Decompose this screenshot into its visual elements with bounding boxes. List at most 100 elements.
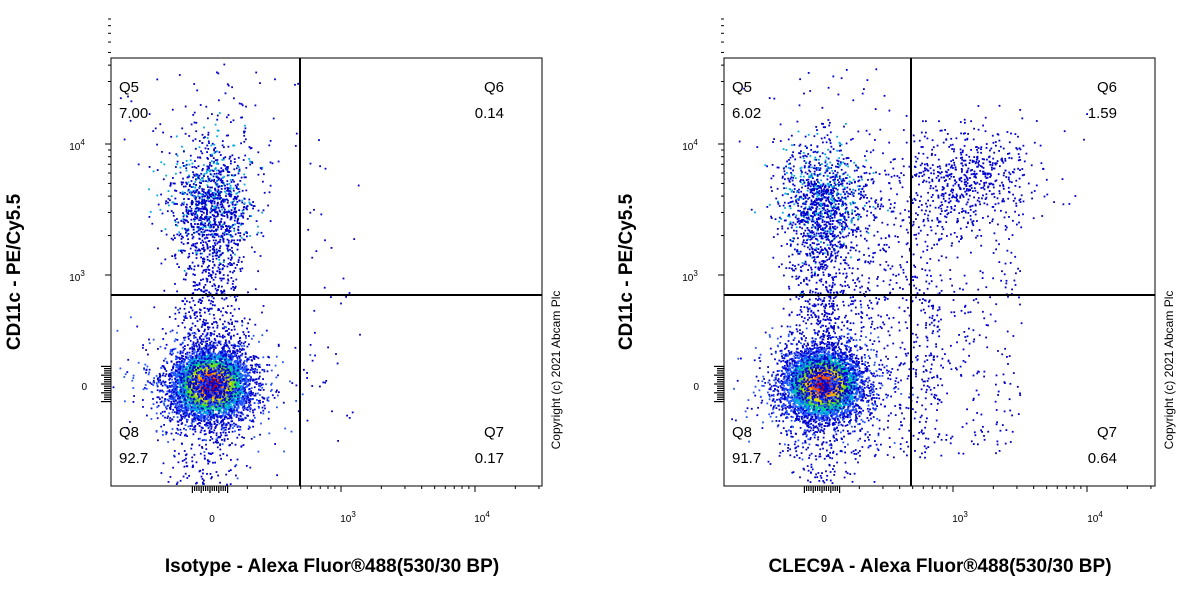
data-point — [203, 433, 206, 436]
data-point — [194, 428, 197, 431]
data-point — [185, 391, 188, 393]
data-point — [196, 338, 199, 341]
data-point — [224, 350, 226, 352]
data-point — [194, 430, 197, 433]
data-point — [255, 356, 258, 358]
data-point — [171, 381, 173, 384]
data-point — [241, 398, 243, 401]
data-point — [244, 377, 246, 380]
data-point — [171, 378, 173, 381]
data-point — [233, 422, 235, 425]
data-point — [221, 356, 224, 359]
data-point — [173, 384, 176, 387]
data-point — [231, 356, 234, 359]
data-point — [236, 358, 239, 361]
data-point — [205, 412, 208, 415]
data-point — [247, 428, 250, 430]
data-point — [226, 408, 228, 411]
data-point — [236, 356, 239, 359]
data-point — [160, 412, 162, 415]
data-point — [235, 416, 238, 418]
data-point — [257, 377, 260, 380]
data-point — [203, 402, 206, 405]
data-point — [225, 413, 228, 415]
data-point — [165, 370, 168, 372]
data-point — [222, 431, 225, 434]
data-point — [250, 366, 253, 369]
data-point — [212, 411, 214, 414]
data-point — [244, 399, 247, 402]
data-point — [277, 374, 279, 377]
data-point — [163, 381, 166, 384]
data-point — [213, 372, 216, 375]
data-point — [253, 372, 256, 374]
data-point — [237, 405, 240, 408]
data-point — [247, 392, 250, 394]
data-point — [234, 379, 237, 382]
data-point — [218, 354, 220, 357]
data-point — [206, 351, 209, 354]
data-point — [266, 370, 269, 373]
data-point — [176, 363, 178, 366]
data-point — [206, 366, 208, 369]
data-point — [172, 409, 175, 411]
data-point — [243, 371, 246, 374]
data-point — [163, 359, 165, 362]
data-point — [247, 380, 249, 383]
data-point — [257, 400, 260, 402]
data-point — [237, 417, 240, 420]
data-point — [179, 369, 182, 372]
data-point — [241, 403, 244, 405]
data-point — [224, 403, 226, 406]
data-point — [169, 395, 172, 398]
data-point — [235, 372, 238, 374]
data-point — [170, 394, 173, 397]
data-point — [206, 424, 209, 427]
data-point — [194, 409, 196, 412]
data-point — [249, 404, 252, 407]
data-point — [247, 368, 249, 371]
data-point — [231, 352, 234, 354]
data-point — [179, 358, 181, 360]
data-point — [237, 384, 239, 387]
data-point — [242, 409, 245, 411]
data-point — [171, 394, 174, 397]
data-point — [241, 370, 244, 372]
data-point — [180, 415, 183, 418]
data-point — [169, 405, 172, 407]
data-point — [252, 425, 254, 428]
data-point — [172, 365, 175, 368]
data-point — [162, 380, 165, 383]
data-point — [212, 399, 215, 402]
data-point — [187, 403, 190, 406]
data-point — [182, 368, 184, 370]
data-point — [193, 358, 195, 360]
data-point — [213, 363, 216, 366]
data-point — [175, 376, 178, 379]
data-point — [245, 378, 248, 380]
data-point — [213, 420, 216, 423]
data-point — [257, 364, 259, 366]
data-point — [176, 375, 179, 377]
data-point — [205, 322, 208, 325]
data-point — [245, 401, 248, 404]
data-point — [254, 368, 257, 370]
data-point — [239, 354, 242, 357]
data-point — [183, 401, 185, 403]
data-point — [237, 406, 240, 409]
data-point — [223, 356, 226, 359]
data-point — [204, 340, 207, 343]
data-point — [214, 347, 217, 349]
data-point — [210, 427, 213, 430]
data-point — [176, 381, 179, 384]
data-point — [231, 354, 233, 357]
data-point — [244, 341, 247, 343]
data-point — [193, 344, 195, 346]
data-point — [175, 386, 178, 389]
data-point — [194, 402, 197, 404]
data-point — [186, 351, 189, 354]
data-point — [198, 346, 201, 349]
data-point — [186, 410, 188, 413]
data-point — [254, 378, 257, 381]
